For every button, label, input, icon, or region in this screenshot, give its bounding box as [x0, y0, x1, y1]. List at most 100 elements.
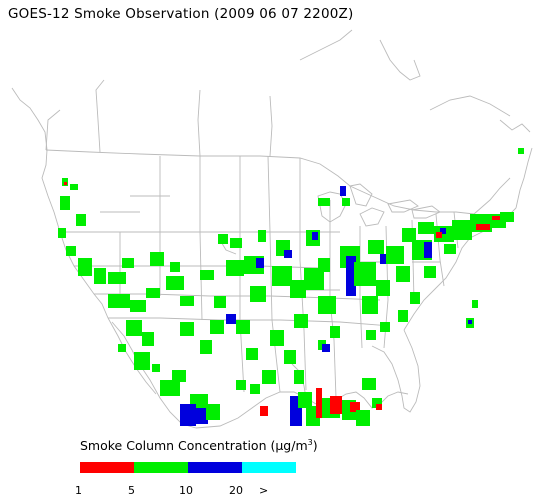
legend-unit: μg/m [275, 438, 308, 454]
smoke-patch [66, 246, 76, 256]
smoke-patch [122, 258, 134, 268]
smoke-patch [60, 196, 70, 210]
smoke-patch [318, 198, 330, 206]
smoke-patch [350, 402, 360, 412]
legend-tick-1: 1 [75, 484, 82, 497]
smoke-patch [78, 258, 92, 276]
smoke-patch [166, 276, 184, 290]
legend-label-suffix: ) [312, 438, 318, 454]
smoke-patch [452, 220, 472, 240]
smoke-patch [298, 392, 312, 408]
smoke-patch [70, 184, 78, 190]
legend-swatch-blue [188, 462, 242, 473]
legend-swatch-red [80, 462, 134, 473]
smoke-patch [380, 322, 390, 332]
smoke-patch [284, 250, 292, 258]
smoke-patch [150, 252, 164, 266]
smoke-patch [424, 266, 436, 278]
smoke-patch [200, 270, 214, 280]
smoke-patch [346, 256, 356, 296]
smoke-patch [180, 322, 194, 336]
smoke-patch [94, 268, 106, 284]
legend-swatch-green [134, 462, 188, 473]
smoke-patch [304, 268, 324, 290]
smoke-patch [206, 404, 220, 420]
smoke-patch [372, 398, 382, 408]
smoke-patch [230, 238, 242, 248]
legend-tick-gt: > [259, 484, 269, 497]
legend-tick-20: 20 [229, 484, 243, 497]
map-title: GOES-12 Smoke Observation (2009 06 07 22… [8, 6, 354, 22]
smoke-patch [250, 286, 266, 302]
smoke-patch [284, 350, 296, 364]
smoke-patch [180, 296, 194, 306]
legend-unit-exponent: 3 [307, 438, 313, 447]
smoke-patch [272, 266, 292, 286]
smoke-patch [316, 388, 322, 418]
smoke-patch [142, 332, 154, 346]
smoke-patch [318, 258, 330, 272]
smoke-patch [518, 148, 524, 154]
smoke-patch [76, 214, 86, 226]
smoke-patch [134, 352, 150, 370]
smoke-patch [418, 222, 434, 234]
smoke-patch [146, 288, 160, 298]
smoke-patch [356, 410, 370, 426]
legend-color-bar [80, 462, 296, 473]
smoke-patch [340, 186, 346, 196]
smoke-patch [330, 326, 340, 338]
smoke-patch [294, 314, 308, 328]
legend-swatch-cyan [242, 462, 296, 473]
smoke-patch [270, 330, 284, 346]
smoke-patch [410, 292, 420, 304]
smoke-patch [362, 378, 376, 390]
smoke-patch [500, 212, 514, 222]
smoke-patch [180, 404, 196, 426]
smoke-patch [376, 404, 382, 410]
smoke-patch [468, 320, 472, 324]
smoke-patch [368, 240, 384, 254]
smoke-patch [436, 232, 442, 238]
smoke-patch [290, 280, 306, 298]
smoke-patch [440, 228, 446, 234]
smoke-patch [312, 232, 318, 240]
smoke-patch [172, 370, 186, 382]
smoke-patch [210, 320, 224, 334]
smoke-patch [236, 320, 250, 334]
smoke-patch [152, 364, 160, 372]
smoke-patch [246, 348, 258, 360]
smoke-patch [492, 216, 500, 220]
smoke-patch [258, 230, 266, 242]
smoke-patch [214, 296, 226, 308]
smoke-patch [376, 280, 390, 296]
smoke-patch [226, 314, 236, 324]
smoke-patch [108, 294, 130, 308]
smoke-plumes [58, 148, 524, 426]
smoke-patch [444, 244, 456, 254]
smoke-patch [294, 370, 304, 384]
smoke-patch [472, 300, 478, 308]
smoke-patch [386, 246, 404, 264]
smoke-patch [236, 380, 246, 390]
smoke-patch [250, 384, 260, 394]
smoke-patch [260, 406, 268, 416]
smoke-patch [476, 224, 490, 230]
smoke-patch [398, 310, 408, 322]
smoke-patch [218, 234, 228, 244]
smoke-patch [318, 296, 336, 314]
legend-tick-10: 10 [179, 484, 193, 497]
smoke-patch [256, 258, 264, 268]
smoke-patch [160, 380, 180, 396]
smoke-patch [108, 272, 126, 284]
smoke-patch [342, 198, 350, 206]
smoke-patch [58, 228, 66, 238]
smoke-patch [200, 340, 212, 354]
smoke-patch [126, 320, 142, 336]
legend-label-prefix: Smoke Column Concentration ( [80, 438, 276, 454]
smoke-patch [362, 296, 378, 314]
smoke-patch [170, 262, 180, 272]
smoke-patch [118, 344, 126, 352]
smoke-patch [262, 370, 276, 384]
smoke-patch [396, 266, 410, 282]
